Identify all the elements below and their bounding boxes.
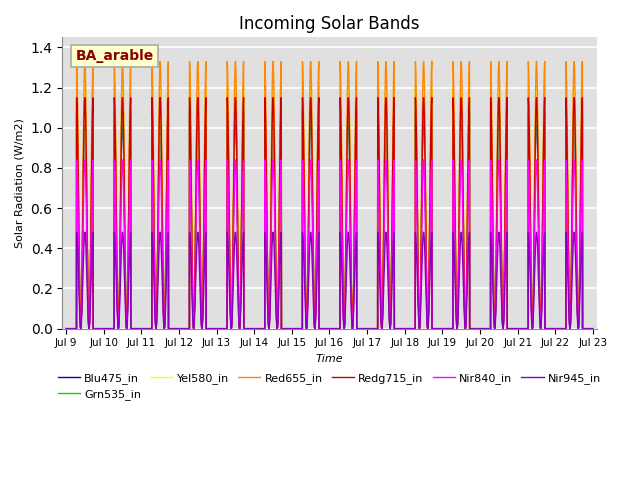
X-axis label: Time: Time [316, 354, 343, 364]
Line: Red655_in: Red655_in [66, 61, 593, 329]
Blu475_in [62, 326, 70, 332]
Title: Incoming Solar Bands: Incoming Solar Bands [239, 15, 420, 33]
Nir945_in [272, 293, 280, 299]
Redg715_in [90, 326, 97, 332]
Nir840_in [272, 269, 280, 275]
Grn535_in [589, 326, 596, 332]
Redg715_in [589, 326, 596, 332]
Yel580_in [317, 326, 325, 332]
Yel580_in [200, 193, 208, 199]
Red655_in [90, 326, 97, 332]
Line: Redg715_in: Redg715_in [66, 97, 593, 329]
Nir945_in [90, 326, 97, 332]
Nir945_in [419, 243, 426, 249]
Nir840_in [73, 157, 81, 163]
Nir840_in [200, 233, 208, 239]
Yel580_in [62, 326, 70, 332]
Grn535_in [261, 99, 269, 105]
Red655_in [200, 179, 208, 184]
Red655_in [73, 59, 81, 64]
Text: BA_arable: BA_arable [76, 49, 154, 63]
Y-axis label: Solar Radiation (W/m2): Solar Radiation (W/m2) [15, 118, 25, 248]
Blu475_in [589, 326, 596, 332]
Red655_in [589, 326, 596, 332]
Yel580_in [90, 326, 97, 332]
Nir840_in [90, 326, 97, 332]
Nir945_in [589, 326, 596, 332]
Nir945_in [200, 273, 208, 278]
Red655_in [62, 326, 70, 332]
Grn535_in [317, 326, 325, 332]
Line: Yel580_in: Yel580_in [66, 87, 593, 329]
Blu475_in [73, 109, 81, 115]
Yel580_in [589, 326, 596, 332]
Redg715_in [272, 249, 280, 254]
Blu475_in [90, 326, 97, 332]
Line: Nir945_in: Nir945_in [66, 232, 593, 329]
Grn535_in [90, 326, 97, 332]
Redg715_in [62, 326, 70, 332]
Redg715_in [73, 95, 81, 100]
Blu475_in [200, 206, 208, 212]
Grn535_in [272, 249, 280, 255]
Nir840_in [261, 158, 269, 164]
Yel580_in [261, 87, 269, 93]
Redg715_in [419, 127, 426, 132]
Nir840_in [317, 326, 325, 332]
Nir945_in [62, 326, 70, 332]
Nir945_in [261, 230, 269, 236]
Blu475_in [272, 253, 280, 259]
Nir840_in [419, 180, 426, 186]
Grn535_in [200, 200, 208, 205]
Yel580_in [419, 118, 426, 124]
Nir840_in [589, 326, 596, 332]
Redg715_in [200, 199, 208, 204]
Grn535_in [419, 128, 426, 134]
Nir945_in [73, 229, 81, 235]
Line: Blu475_in: Blu475_in [66, 112, 593, 329]
Redg715_in [261, 97, 269, 103]
Blu475_in [317, 326, 325, 332]
Yel580_in [73, 84, 81, 90]
Legend: Blu475_in, Grn535_in, Yel580_in, Red655_in, Redg715_in, Nir840_in, Nir945_in: Blu475_in, Grn535_in, Yel580_in, Red655_… [53, 369, 606, 405]
Grn535_in [62, 326, 70, 332]
Yel580_in [272, 245, 280, 251]
Redg715_in [317, 326, 325, 332]
Red655_in [261, 61, 269, 67]
Grn535_in [73, 97, 81, 103]
Nir840_in [62, 326, 70, 332]
Nir945_in [317, 326, 325, 332]
Line: Grn535_in: Grn535_in [66, 100, 593, 329]
Red655_in [419, 96, 426, 101]
Line: Nir840_in: Nir840_in [66, 160, 593, 329]
Red655_in [317, 326, 325, 332]
Blu475_in [419, 139, 426, 144]
Blu475_in [261, 111, 269, 117]
Red655_in [272, 236, 280, 242]
